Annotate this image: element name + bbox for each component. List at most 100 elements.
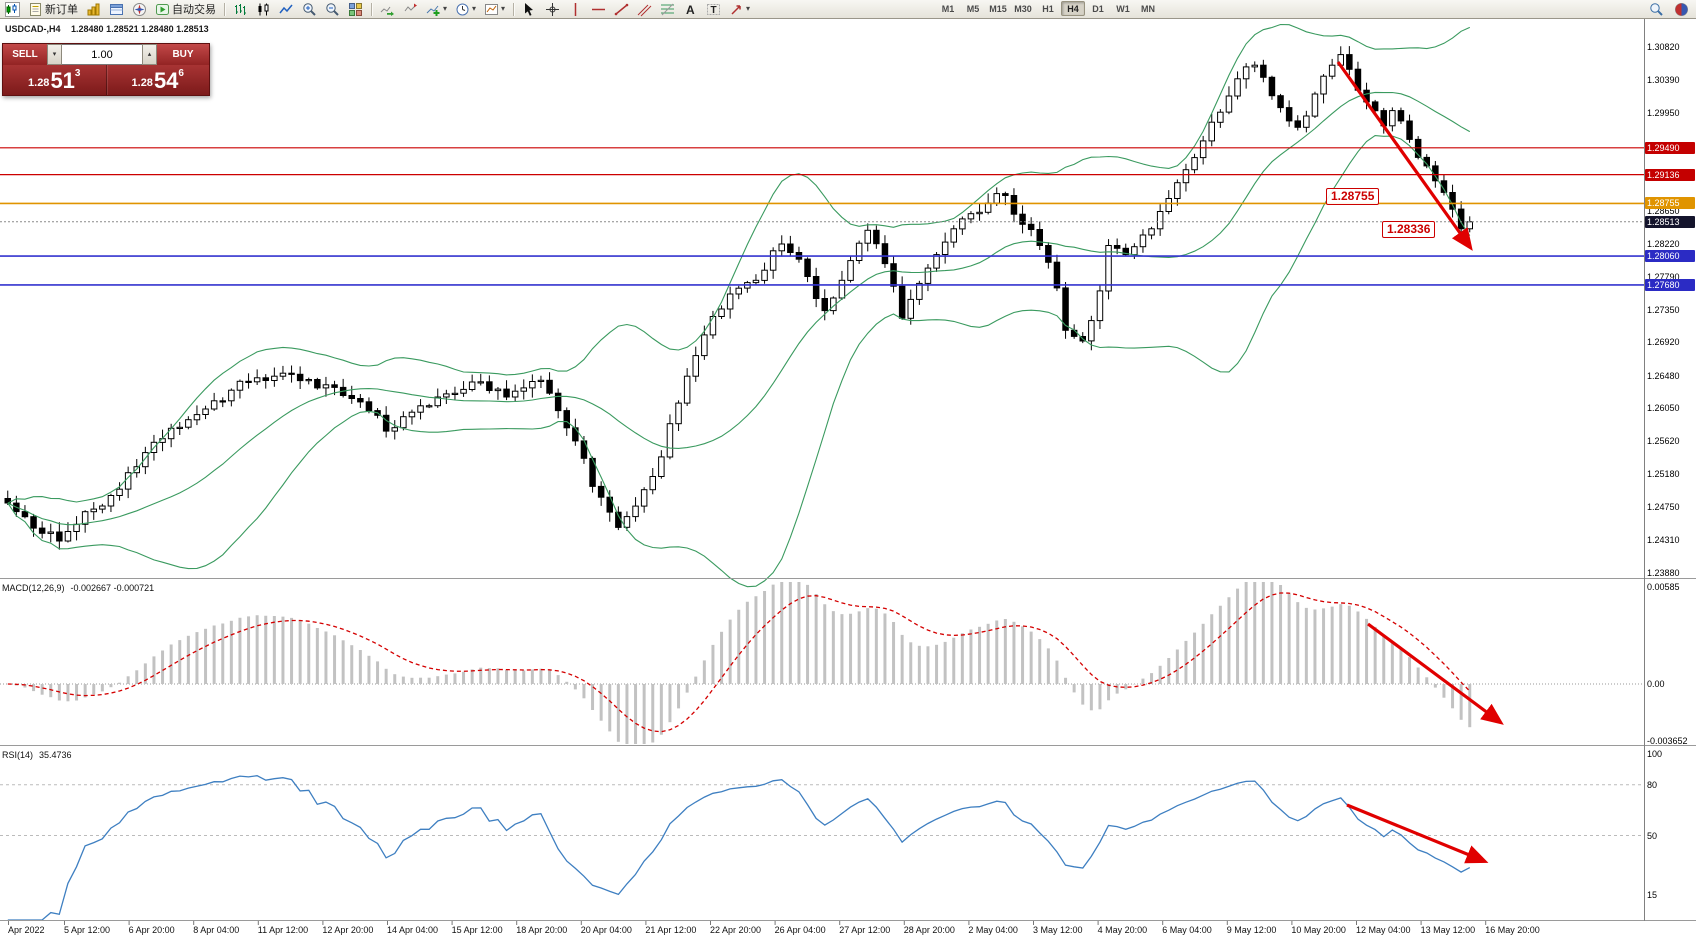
time-axis-label: 12 May 04:00: [1356, 925, 1411, 935]
bollinger-bands: [7, 23, 1471, 588]
rsi-levels: [0, 784, 1644, 836]
timeframe-d1-button[interactable]: D1: [1086, 1, 1110, 16]
svg-text:T: T: [711, 5, 717, 16]
timeframe-m15-button[interactable]: M15: [986, 1, 1010, 16]
volume-input[interactable]: [62, 44, 142, 65]
chevron-down-icon: ▾: [746, 4, 751, 13]
time-axis-label: 27 Apr 12:00: [839, 925, 891, 935]
text-button[interactable]: A: [680, 1, 701, 18]
candlestick-chart-button[interactable]: [253, 1, 274, 18]
trendline-button[interactable]: [611, 1, 632, 18]
data-window-button[interactable]: [106, 1, 127, 18]
timeframe-mn-button[interactable]: MN: [1136, 1, 1160, 16]
timeframe-h1-button[interactable]: H1: [1036, 1, 1060, 16]
horizontal-lines[interactable]: [0, 147, 1644, 286]
hline-price-label: 1.27680: [1645, 279, 1695, 291]
volume-increase-button[interactable]: ▴: [142, 44, 157, 65]
time-axis-label: 9 May 12:00: [1226, 925, 1277, 935]
time-axis-label: 28 Apr 20:00: [903, 925, 955, 935]
time-axis-label: 3 May 12:00: [1033, 925, 1083, 935]
hline-price-label: 1.28060: [1645, 250, 1695, 262]
panel-separators[interactable]: [0, 578, 1696, 921]
hline-price-label: 1.28755: [1645, 197, 1695, 209]
market-watch-button[interactable]: [83, 1, 104, 18]
chart-ohlc-values: 1.28480 1.28521 1.28480 1.28513: [71, 24, 209, 34]
sell-price[interactable]: 1.28 51 3: [3, 65, 106, 95]
macd-signal-line: [7, 592, 1471, 733]
timeframe-w1-button[interactable]: W1: [1111, 1, 1135, 16]
indicators-button[interactable]: ▾: [423, 1, 450, 18]
price-callout-2[interactable]: 1.28336: [1382, 221, 1436, 238]
equidistant-channel-icon: [637, 2, 652, 17]
timeframe-m5-button[interactable]: M5: [961, 1, 985, 16]
new-order-button[interactable]: 新订单: [25, 1, 81, 18]
trend-arrow[interactable]: [1336, 61, 1473, 251]
rsi-name: RSI(14): [2, 750, 34, 760]
price-axis-label: 1.24750: [1647, 502, 1680, 512]
line-chart-button[interactable]: [276, 1, 297, 18]
chart-symbol-timeframe: USDCAD-,H4: [5, 24, 61, 34]
macd-name: MACD(12,26,9): [2, 583, 65, 593]
time-axis-label: 14 Apr 04:00: [387, 925, 439, 935]
navigator-button[interactable]: [129, 1, 150, 18]
toolbar: 新订单 自动交易 ▾ ▾ ▾ A T ▾: [0, 0, 1696, 19]
time-axis-label: 6 May 04:00: [1162, 925, 1212, 935]
auto-scroll-button[interactable]: [377, 1, 398, 18]
time-axis: Apr 2022 5 Apr 12:00 6 Apr 20:00 8 Apr 04:0…: [0, 921, 1644, 942]
macd-axis-label: 0.00: [1647, 679, 1665, 689]
market-watch-icon: [86, 2, 101, 17]
volume-decrease-button[interactable]: ▾: [47, 44, 62, 65]
buy-button[interactable]: BUY: [157, 44, 209, 65]
search-button[interactable]: [1646, 1, 1667, 18]
price-axis-label: 1.25180: [1647, 469, 1680, 479]
community-button[interactable]: [1671, 1, 1692, 18]
price-axis-label: 1.24310: [1647, 535, 1680, 545]
templates-button[interactable]: ▾: [481, 1, 508, 18]
trendline-icon: [614, 2, 629, 17]
tile-windows-icon: [348, 2, 363, 17]
chart-shift-icon: [403, 2, 418, 17]
text-icon: A: [683, 2, 698, 17]
crosshair-button[interactable]: [542, 1, 563, 18]
chart-shift-button[interactable]: [400, 1, 421, 18]
svg-text:A: A: [686, 3, 695, 17]
channel-button[interactable]: [634, 1, 655, 18]
buy-price-big: 54: [153, 68, 179, 93]
time-axis-label: 2 May 04:00: [968, 925, 1018, 935]
tile-windows-button[interactable]: [345, 1, 366, 18]
buy-price-main: 1.28: [131, 77, 153, 89]
sell-button[interactable]: SELL: [3, 44, 47, 65]
zoom-in-icon: [302, 2, 317, 17]
zoom-out-button[interactable]: [322, 1, 343, 18]
bar-chart-button[interactable]: [230, 1, 251, 18]
cursor-button[interactable]: [519, 1, 540, 18]
horizontal-line-icon: [591, 2, 606, 17]
trend-arrow[interactable]: [1346, 803, 1489, 864]
timeframe-m30-button[interactable]: M30: [1011, 1, 1035, 16]
buy-price[interactable]: 1.28 54 6: [105, 65, 210, 95]
autotrading-button[interactable]: 自动交易: [152, 1, 219, 18]
periods-button[interactable]: ▾: [452, 1, 479, 18]
sell-price-big: 51: [50, 68, 75, 93]
text-label-button[interactable]: T: [703, 1, 724, 18]
price-callout-1[interactable]: 1.28755: [1326, 188, 1380, 205]
arrows-button[interactable]: ▾: [726, 1, 753, 18]
chart-title: USDCAD-,H4 1.28480 1.28521 1.28480 1.285…: [5, 24, 209, 34]
sell-price-main: 1.28: [28, 77, 50, 89]
charts-menu-button[interactable]: [2, 1, 23, 18]
time-axis-label: 5 Apr 12:00: [64, 925, 111, 935]
vertical-line-button[interactable]: [565, 1, 586, 18]
time-axis-label: 22 Apr 20:00: [710, 925, 762, 935]
macd-histogram: [14, 582, 1472, 744]
auto-scroll-icon: [380, 2, 395, 17]
rsi-axis-label: 50: [1647, 831, 1658, 841]
trend-arrows[interactable]: [1336, 61, 1504, 864]
zoom-in-button[interactable]: [299, 1, 320, 18]
fibonacci-button[interactable]: [657, 1, 678, 18]
timeframe-m1-button[interactable]: M1: [936, 1, 960, 16]
horizontal-line-button[interactable]: [588, 1, 609, 18]
trend-arrow[interactable]: [1367, 622, 1504, 725]
templates-icon: [484, 2, 499, 17]
timeframe-h4-button[interactable]: H4: [1061, 1, 1085, 16]
